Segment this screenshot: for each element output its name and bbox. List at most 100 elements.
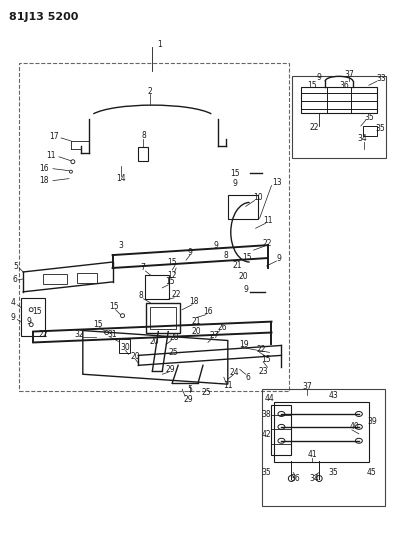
Text: 5: 5 bbox=[187, 385, 193, 394]
Text: 37: 37 bbox=[302, 382, 312, 391]
Text: 19: 19 bbox=[239, 340, 248, 349]
Bar bbox=[139, 147, 148, 161]
Text: 32: 32 bbox=[74, 330, 84, 339]
Text: 11: 11 bbox=[223, 381, 232, 390]
Text: 44: 44 bbox=[265, 393, 274, 402]
Text: 9: 9 bbox=[11, 313, 16, 322]
Text: 20: 20 bbox=[239, 272, 248, 281]
Text: 22: 22 bbox=[257, 345, 266, 354]
Text: 22: 22 bbox=[309, 124, 319, 133]
Text: 26: 26 bbox=[217, 323, 226, 332]
Text: 35: 35 bbox=[328, 468, 338, 477]
Text: 20: 20 bbox=[131, 352, 140, 361]
Text: 81J13 5200: 81J13 5200 bbox=[9, 12, 79, 22]
Text: 15: 15 bbox=[168, 257, 177, 266]
Text: 12: 12 bbox=[168, 271, 177, 280]
Bar bbox=[293, 76, 386, 158]
Text: 35: 35 bbox=[261, 468, 271, 477]
Text: 25: 25 bbox=[168, 348, 178, 357]
Text: 11: 11 bbox=[263, 216, 272, 225]
Text: 9: 9 bbox=[187, 248, 193, 256]
Text: 21: 21 bbox=[233, 261, 242, 270]
Text: 9: 9 bbox=[232, 179, 237, 188]
Text: 24: 24 bbox=[230, 368, 240, 377]
Text: 1: 1 bbox=[157, 40, 162, 49]
Text: 15: 15 bbox=[261, 355, 270, 364]
Bar bbox=[21, 298, 45, 335]
Bar bbox=[43, 274, 67, 284]
Text: 18: 18 bbox=[39, 176, 49, 185]
Text: 41: 41 bbox=[307, 450, 317, 459]
Bar bbox=[119, 340, 131, 353]
Text: 36: 36 bbox=[291, 474, 300, 483]
Bar bbox=[228, 196, 258, 220]
Text: 22: 22 bbox=[38, 330, 48, 339]
Text: 21: 21 bbox=[191, 317, 201, 326]
Text: 38: 38 bbox=[262, 410, 271, 419]
Text: 3: 3 bbox=[118, 241, 123, 249]
Text: 8: 8 bbox=[138, 292, 143, 300]
Text: 8: 8 bbox=[141, 132, 146, 140]
Text: 42: 42 bbox=[262, 430, 271, 439]
Text: 17: 17 bbox=[49, 132, 59, 141]
Text: 15: 15 bbox=[93, 320, 103, 329]
Text: 29: 29 bbox=[183, 394, 193, 403]
Text: 10: 10 bbox=[253, 193, 262, 202]
Text: 5: 5 bbox=[14, 262, 19, 271]
Text: 20: 20 bbox=[150, 337, 159, 346]
Text: 15: 15 bbox=[307, 81, 317, 90]
Text: 7: 7 bbox=[140, 263, 145, 272]
Text: 22: 22 bbox=[263, 239, 272, 248]
Text: 6: 6 bbox=[13, 276, 18, 285]
Text: 27: 27 bbox=[209, 331, 219, 340]
Text: 11: 11 bbox=[46, 151, 56, 160]
Text: 35: 35 bbox=[364, 112, 374, 122]
Text: 36: 36 bbox=[339, 81, 349, 90]
Text: 30: 30 bbox=[121, 343, 131, 352]
Text: 13: 13 bbox=[273, 178, 282, 187]
Text: 34: 34 bbox=[309, 474, 319, 483]
Text: 16: 16 bbox=[39, 164, 49, 173]
Text: 28: 28 bbox=[170, 333, 179, 342]
Text: 15: 15 bbox=[242, 253, 252, 262]
Bar bbox=[19, 63, 289, 391]
Text: 39: 39 bbox=[368, 417, 378, 426]
Text: 9: 9 bbox=[243, 285, 248, 294]
Text: 33: 33 bbox=[377, 74, 386, 83]
Text: 35: 35 bbox=[376, 125, 386, 133]
Text: 20: 20 bbox=[191, 327, 201, 336]
Text: 37: 37 bbox=[344, 70, 354, 79]
Text: 40: 40 bbox=[350, 422, 360, 431]
Bar bbox=[145, 275, 169, 299]
Bar bbox=[77, 273, 97, 283]
Text: 6: 6 bbox=[245, 373, 250, 382]
Bar bbox=[301, 87, 377, 113]
Text: 2: 2 bbox=[148, 87, 153, 96]
Text: 16: 16 bbox=[203, 307, 213, 316]
Text: 15: 15 bbox=[166, 277, 175, 286]
Text: 15: 15 bbox=[109, 302, 119, 311]
Text: 9: 9 bbox=[277, 254, 282, 263]
Text: 15: 15 bbox=[32, 307, 42, 316]
Text: 43: 43 bbox=[328, 391, 338, 400]
Bar bbox=[275, 402, 369, 462]
Text: 15: 15 bbox=[230, 169, 240, 178]
Text: 9: 9 bbox=[27, 317, 31, 326]
Text: 22: 22 bbox=[172, 290, 181, 300]
Bar bbox=[363, 126, 377, 136]
Text: 23: 23 bbox=[259, 367, 268, 376]
Bar bbox=[261, 389, 385, 506]
Bar bbox=[150, 306, 176, 328]
Text: 31: 31 bbox=[108, 330, 117, 339]
Text: 14: 14 bbox=[116, 174, 125, 183]
Text: 8: 8 bbox=[223, 251, 228, 260]
Text: 18: 18 bbox=[189, 297, 199, 306]
Text: 34: 34 bbox=[357, 134, 367, 143]
Bar bbox=[271, 405, 291, 455]
Text: 25: 25 bbox=[201, 387, 211, 397]
Text: 9: 9 bbox=[317, 73, 322, 82]
Text: 45: 45 bbox=[367, 468, 377, 477]
Text: 9: 9 bbox=[213, 241, 219, 249]
Text: 4: 4 bbox=[11, 298, 16, 307]
Text: 29: 29 bbox=[166, 365, 175, 374]
